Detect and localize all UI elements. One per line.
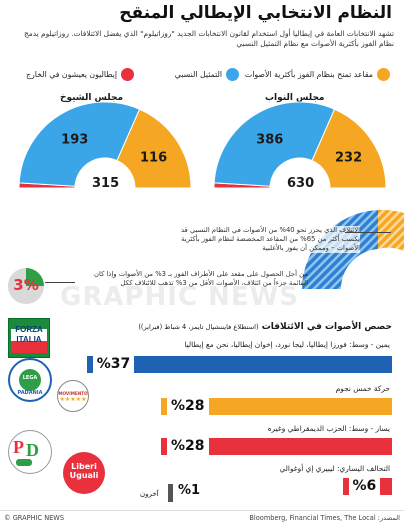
m5s-logo: MOVIMENTO ★★★★★ [57,380,89,412]
threshold-note: من أجل الحصول على مقعد على الأطراف الفوز… [94,270,308,287]
majority-note: الائتلاف الذي يحرز نحو 40% من الأصوات في… [170,226,360,253]
vote-value-1: %28 [167,397,209,416]
leu-logo: Liberi Uguali [63,452,105,494]
legend-label: مقاعد تمنح بنظام الفوز بأكثرية الأصوات [244,70,373,79]
chamber-value-0: 232 [335,150,362,165]
threshold-pie-slice [8,268,44,304]
chamber-title: مجلس النواب [265,93,325,103]
majority-majoritarian-segment [378,209,404,251]
vote-share-subtitle: (استطلاع فايننشيال تايمز، 4 شباط (فبراير… [138,323,259,331]
senate-title: مجلس الشيوخ [60,93,124,103]
pd-logo: P D [8,430,52,474]
threshold-leader-line [45,282,75,283]
forza-italia-logo: FORZA ITALIA [8,318,50,358]
bar-label-m5s: حركة خمس نجوم [335,384,390,393]
vote-share-title: حصص الأصوات في الائتلافات [261,322,392,332]
page-title: النظام الانتخابي الإيطالي المنقح [119,3,392,23]
vote-bar-1 [161,398,392,415]
majority-leader-line [345,232,391,233]
chamber-value-1: 386 [256,133,283,148]
vote-bar-2 [161,438,392,455]
bar-label-centre-left: يسار - وسط: الحزب الديمقراطي وغيره [267,424,390,433]
senate-segment-0 [116,108,192,189]
vote-bar-0 [86,356,392,373]
bar-label-others: آخرون [140,490,159,498]
chamber-total: 630 [287,176,315,191]
seat-charts: 12386232 6193116 [18,101,387,189]
bar-label-centre-right: يمين - وسط: فورزا إيطاليا، ليجا نورد، إخ… [184,340,390,349]
footer-credit: © GRAPHIC NEWS [4,514,65,522]
chamber-chart: 12386232 [213,101,387,189]
threshold-pie: 3% [8,268,44,304]
lega-emblem-icon [19,369,41,391]
legend-item-proportional: التمثيل النسبي [175,68,239,81]
stars-icon: ★★★★★ [59,396,87,403]
senate-value-0: 116 [140,150,167,165]
legend-dot-abroad [121,68,134,81]
lega-nord-logo: LEGA PADANIA [8,358,52,402]
olive-branch-icon [16,459,32,466]
chamber-segment-0 [311,108,387,189]
chamber-segment-1 [213,101,336,187]
vote-value-3: %6 [348,477,381,496]
legend-item-majoritarian: مقاعد تمنح بنظام الفوز بأكثرية الأصوات [245,68,390,81]
vote-value-4: %1 [178,483,201,498]
vote-bar-4 [168,484,173,502]
bar-label-leu: التحالف اليساري: ليبيري إي أوغوالي [279,464,391,473]
vote-value-0: %37 [92,355,135,374]
senate-total: 315 [92,176,120,191]
vote-value-2: %28 [167,437,209,456]
watermark: GRAPHIC NEWS [60,282,300,312]
senate-chart: 6193116 [18,101,192,189]
threshold-value: 3% [13,276,39,294]
senate-value-1: 193 [61,133,88,148]
legend-dot-majoritarian [377,68,390,81]
vote-share-heading: حصص الأصوات في الائتلافات (استطلاع فاينن… [138,322,392,332]
intro-text: تشهد الانتخابات العامة في إيطاليا أول اس… [23,29,394,48]
legend-item-abroad: إيطاليون يعيشون في الخارج [26,68,134,81]
legend-dot-proportional [226,68,239,81]
legend-label: التمثيل النسبي [174,70,222,79]
footer: © GRAPHIC NEWS المصدر: Bloomberg, Financ… [0,510,404,525]
footer-source: المصدر: Bloomberg, Financial Times, The … [249,514,400,522]
senate-segment-1 [18,101,141,187]
legend-label: إيطاليون يعيشون في الخارج [26,70,117,79]
